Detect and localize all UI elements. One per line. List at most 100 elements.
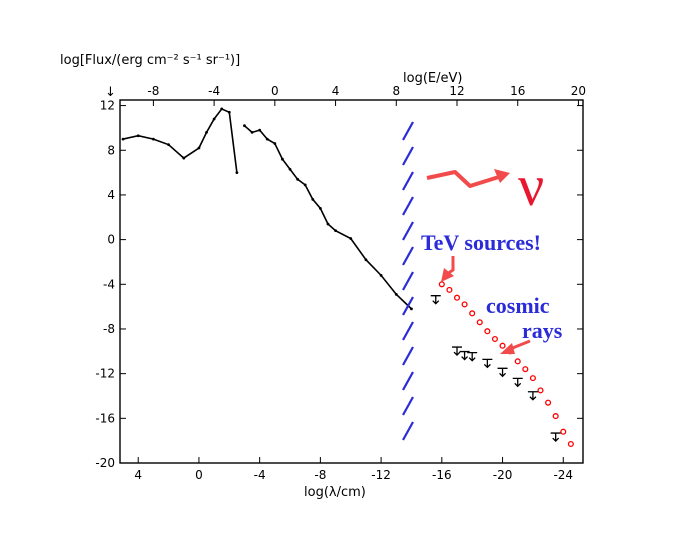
y-tick-label: 8 xyxy=(107,143,115,157)
optical-xray-series-point xyxy=(258,128,262,132)
cosmic-ray-point xyxy=(499,342,506,349)
neutrino-arrow-head xyxy=(494,169,510,183)
cosmic-ray-point xyxy=(453,294,461,301)
hatch-line xyxy=(402,246,414,266)
gamma-upper-limit xyxy=(467,352,478,362)
gamma-upper-limit xyxy=(482,358,493,369)
y-tick-label: -8 xyxy=(103,322,115,336)
gamma-upper-limit xyxy=(430,295,441,305)
hatch-line xyxy=(402,221,414,241)
radio-ir-series-point xyxy=(197,146,201,150)
tev-arrow-head xyxy=(441,268,454,282)
optical-xray-series-point xyxy=(288,167,292,171)
cosmic-ray-point xyxy=(560,428,567,435)
radio-ir-series-point xyxy=(167,143,170,147)
x-bottom-tick-label: -16 xyxy=(432,468,452,482)
optical-xray-series-point xyxy=(326,222,330,226)
y-axis-title: log[Flux/(erg cm⁻² s⁻¹ sr⁻¹)] xyxy=(60,53,240,68)
cosmic-rays-arrow-head xyxy=(500,343,515,354)
radio-ir-series-point xyxy=(220,107,224,111)
x-bottom-tick-label: -20 xyxy=(493,468,513,482)
optical-xray-series-point xyxy=(303,183,307,187)
optical-xray-series-point xyxy=(349,237,353,240)
x-bottom-tick-label: -12 xyxy=(371,468,391,482)
gamma-upper-limit xyxy=(452,346,463,356)
y-axis-arrow: ↓ xyxy=(105,85,116,100)
cosmic-ray-point xyxy=(438,281,445,288)
cosmic-ray-point xyxy=(446,286,453,293)
hatch-line xyxy=(402,346,414,366)
x-bottom-tick-label: -24 xyxy=(553,468,573,482)
radio-ir-series-point xyxy=(136,134,140,138)
gamma-upper-limit xyxy=(459,350,470,361)
radio-ir-series-point xyxy=(212,117,216,121)
y-tick-label: 12 xyxy=(100,99,115,113)
x-top-tick-label: 20 xyxy=(571,84,586,98)
x-bottom-tick-label: -4 xyxy=(254,468,266,482)
hatch-line xyxy=(402,171,414,191)
neutrino-arrow xyxy=(426,170,503,188)
optical-xray-series xyxy=(243,125,413,310)
x-top-tick-label: 4 xyxy=(332,84,340,98)
x-bottom-tick-label: -8 xyxy=(314,468,326,482)
cosmic-ray-point xyxy=(484,328,491,335)
hatch-line xyxy=(402,396,414,416)
optical-xray-series-point xyxy=(334,229,337,233)
cosmic-ray-point xyxy=(537,387,544,394)
neutrino-symbol: ν xyxy=(518,153,544,218)
y-tick-label: -12 xyxy=(95,367,115,381)
optical-xray-series-point xyxy=(281,157,284,161)
optical-xray-series-point xyxy=(410,307,413,311)
hatch-line xyxy=(402,196,414,216)
x-top-tick-label: -8 xyxy=(147,84,159,98)
optical-xray-series-point xyxy=(394,292,398,296)
hatch-line xyxy=(402,146,414,166)
gamma-upper-limit xyxy=(550,432,561,442)
neutrino-annotation: ν xyxy=(426,153,544,218)
top-axis-title: log(E/eV) xyxy=(403,71,462,86)
optical-xray-series-point xyxy=(364,258,368,262)
cosmic-rays-arrow xyxy=(509,339,531,351)
gamma-upper-limit xyxy=(497,367,508,378)
hatch-line xyxy=(402,321,414,341)
cosmic-ray-point xyxy=(476,319,483,326)
cosmic-ray-point xyxy=(461,301,468,308)
gamma-upper-limit xyxy=(527,391,538,401)
cosmic-ray-point xyxy=(529,375,536,382)
cosmic-ray-point xyxy=(522,366,529,373)
optical-xray-series-point xyxy=(318,206,322,210)
x-top-tick-label: -4 xyxy=(208,84,220,98)
radio-ir-series-point xyxy=(227,110,231,114)
hatch-line xyxy=(402,371,414,391)
plot-frame xyxy=(119,99,584,464)
cosmic-ray-point xyxy=(469,310,476,317)
cosmic-ray-point xyxy=(514,358,521,365)
y-tick-label: -16 xyxy=(95,411,115,425)
optical-xray-series-point xyxy=(311,198,315,201)
x-top-tick-label: 16 xyxy=(510,84,525,98)
cosmic-ray-point xyxy=(491,335,499,343)
cosmic-rays-label-line1: cosmic xyxy=(486,293,550,318)
bottom-axis-title: log(λ/cm) xyxy=(304,485,366,500)
x-top-tick-label: 0 xyxy=(271,84,279,98)
tev-sources-label: TeV sources! xyxy=(421,230,541,255)
optical-xray-series-point xyxy=(250,130,254,134)
optical-xray-series-point xyxy=(379,273,383,277)
radio-ir-series-point xyxy=(205,130,208,134)
x-top-tick-label: 8 xyxy=(392,84,400,98)
hatch-line xyxy=(402,121,414,141)
hatch-line xyxy=(402,271,414,291)
x-bottom-tick-label: 4 xyxy=(134,468,142,482)
y-tick-label: 4 xyxy=(107,188,115,202)
series-group xyxy=(121,107,574,448)
energy-gap-hatch xyxy=(402,121,414,441)
optical-xray-series-point xyxy=(265,137,269,141)
cosmic-ray-point xyxy=(552,413,559,420)
x-top-tick-label: 12 xyxy=(449,84,464,98)
cosmic-ray-point xyxy=(567,440,574,448)
radio-ir-series-point xyxy=(151,137,155,141)
hatch-line xyxy=(402,296,414,316)
gamma-upper-limit xyxy=(512,377,523,388)
optical-xray-series-point xyxy=(296,177,300,181)
